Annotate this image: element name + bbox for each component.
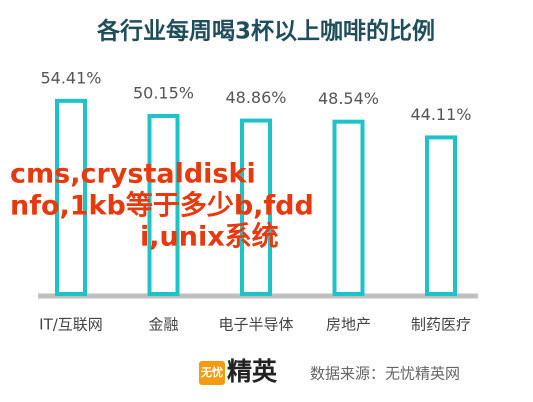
value-label: 54.41% bbox=[40, 68, 101, 87]
x-tick-label: 金融 bbox=[148, 316, 178, 334]
overlay-text: i,unix系统 bbox=[140, 221, 279, 253]
x-tick-label: 制药医疗 bbox=[411, 316, 471, 334]
value-label: 48.54% bbox=[318, 89, 379, 108]
chart-title: 各行业每周喝3杯以上咖啡的比例 bbox=[96, 18, 435, 45]
overlay-text: nfo,1kb等于多少b,fdd bbox=[10, 190, 314, 222]
bar bbox=[240, 118, 272, 296]
bar bbox=[332, 119, 365, 296]
value-label: 48.86% bbox=[225, 88, 286, 107]
value-label: 50.15% bbox=[133, 83, 194, 102]
source: 数据来源：无忧精英网 bbox=[310, 365, 460, 383]
logo-name: 精英 bbox=[227, 357, 278, 386]
logo-badge: 无忧 bbox=[200, 365, 223, 379]
logo-badge-bg bbox=[199, 361, 225, 385]
x-tick-label: IT/互联网 bbox=[39, 316, 103, 334]
x-tick-label: 房地产 bbox=[326, 316, 371, 334]
bar bbox=[147, 113, 180, 296]
bar bbox=[55, 98, 87, 296]
value-label: 44.11% bbox=[410, 105, 471, 124]
overlay-text: cms,crystaldiski bbox=[10, 159, 256, 190]
x-tick-label: 电子半导体 bbox=[218, 316, 293, 334]
bar bbox=[425, 135, 457, 296]
